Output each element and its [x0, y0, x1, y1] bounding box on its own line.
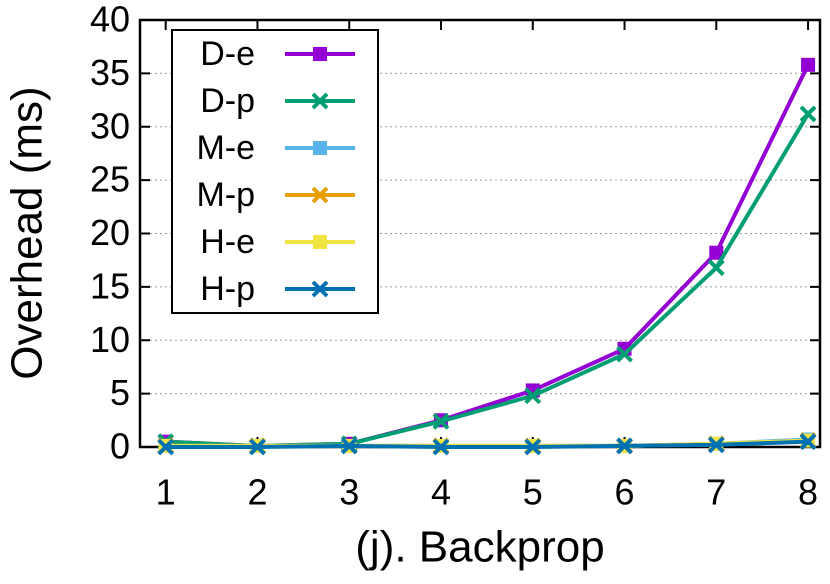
marker [249, 438, 266, 456]
legend-label: M-e [196, 129, 255, 167]
marker [799, 433, 817, 451]
x-tick-label: 6 [615, 472, 635, 513]
marker [432, 412, 450, 430]
marker [707, 259, 725, 277]
y-tick-label: 0 [110, 426, 130, 467]
marker [801, 57, 816, 72]
marker [524, 438, 542, 456]
marker [157, 438, 175, 456]
x-axis-label: (j). Backprop [355, 523, 604, 572]
marker [707, 436, 725, 454]
x-tick-label: 1 [156, 472, 176, 513]
marker [616, 437, 633, 455]
marker [340, 437, 358, 455]
y-tick-label: 10 [90, 319, 130, 360]
legend-label: D-p [200, 82, 255, 120]
marker [709, 245, 724, 260]
marker [432, 438, 450, 456]
x-tick-label: 8 [798, 472, 818, 513]
legend-label: H-e [200, 223, 255, 261]
legend-marker [311, 280, 329, 298]
marker [524, 387, 542, 405]
legend-marker [311, 92, 329, 110]
y-tick-label: 25 [90, 159, 130, 200]
x-tick-label: 7 [706, 472, 726, 513]
legend-label: H-p [200, 270, 255, 308]
legend-label: M-p [196, 176, 255, 214]
y-axis-label: Overhead (ms) [3, 86, 52, 379]
y-tick-label: 40 [90, 0, 130, 40]
y-tick-label: 5 [110, 372, 130, 413]
legend-box [171, 29, 379, 314]
legend-marker [311, 186, 329, 204]
y-tick-label: 20 [90, 212, 130, 253]
x-tick-label: 2 [247, 472, 267, 513]
y-tick-label: 35 [90, 52, 130, 93]
marker [799, 105, 817, 123]
legend-marker [313, 235, 327, 249]
y-tick-label: 15 [90, 265, 130, 306]
y-tick-label: 30 [90, 105, 130, 146]
legend-marker [313, 47, 327, 61]
x-tick-label: 3 [339, 472, 359, 513]
marker [616, 345, 633, 363]
legend-label: D-e [200, 35, 255, 73]
x-tick-label: 4 [431, 472, 451, 513]
series-line [165, 439, 809, 449]
legend-marker [313, 141, 327, 155]
x-tick-label: 5 [523, 472, 543, 513]
